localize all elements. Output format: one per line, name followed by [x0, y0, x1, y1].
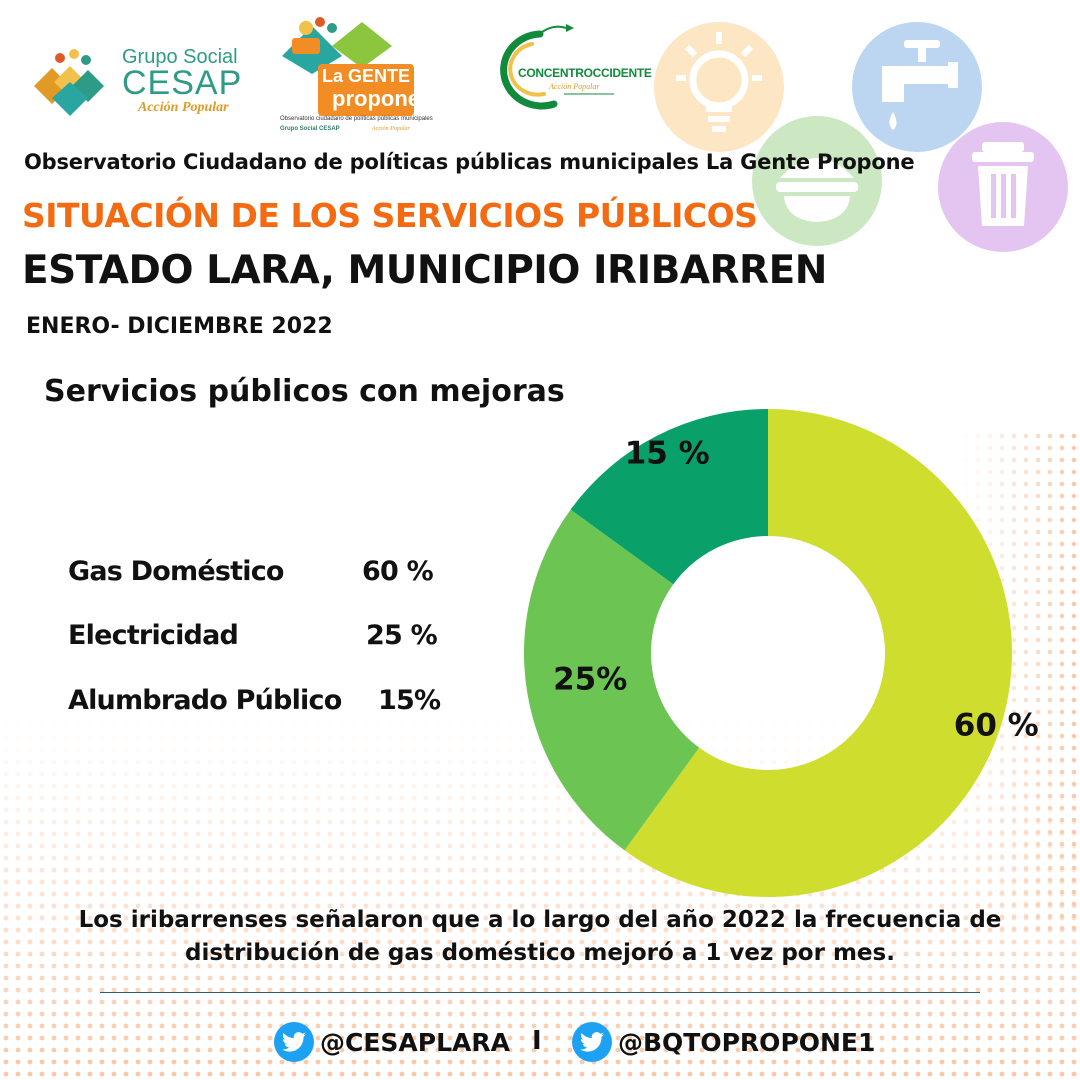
cesap-logo-line2: CESAP	[122, 64, 243, 102]
situacion-heading: SITUACIÓN DE LOS SERVICIOS PÚBLICOS	[22, 196, 758, 235]
concentroccidente-logo: CONCENTROCCIDENTE Acción Popular	[494, 22, 652, 112]
divider-line	[100, 992, 980, 993]
la-gente-propone-box	[318, 64, 414, 116]
legend-label-gas: Gas Doméstico	[68, 556, 284, 587]
twitter-icon	[572, 1022, 612, 1062]
la-gente-propone-tagline: Acción Popular	[372, 126, 410, 132]
twitter-handle-bqtopropone: @BQTOPROPONE1	[618, 1028, 876, 1057]
observatorio-title: Observatorio Ciudadano de políticas públ…	[24, 150, 915, 174]
cesap-logo-line3: Acción Popular	[138, 100, 229, 115]
legend-value-alumbrado: 15%	[378, 685, 441, 716]
twitter-handle-cesaplara: @CESAPLARA	[320, 1028, 510, 1057]
la-gente-propone-group: Grupo Social CESAP	[280, 126, 340, 132]
cesap-logo: Grupo Social CESAP Acción Popular	[30, 38, 241, 123]
lightbulb-icon	[654, 22, 784, 152]
twitter-icon	[274, 1022, 314, 1062]
chart-title: Servicios públicos con mejoras	[44, 374, 565, 409]
trash-can-icon	[938, 122, 1068, 252]
cesap-logo-line1: Grupo Social	[122, 46, 238, 68]
social-separator: I	[532, 1026, 542, 1056]
legend-value-electricidad: 25 %	[366, 620, 438, 651]
conclusion-text: Los iribarrenses señalaron que a lo larg…	[78, 907, 1002, 966]
food-pot-icon	[752, 116, 882, 246]
period-label: ENERO- DICIEMBRE 2022	[26, 314, 333, 339]
la-gente-propone-caption: Observatorio ciudadano de políticas públ…	[280, 116, 433, 122]
concentroccidente-name: CONCENTROCCIDENTE	[518, 66, 652, 80]
concentroccidente-logo-mark	[500, 24, 614, 110]
la-gente-propone-line1: La GENTE	[322, 66, 411, 86]
slice-label-electricidad: 25%	[553, 662, 627, 698]
legend-label-alumbrado: Alumbrado Público	[68, 685, 342, 716]
slice-label-alumbrado-publico: 15 %	[625, 436, 710, 472]
slice-electricidad	[524, 509, 700, 851]
legend-label-electricidad: Electricidad	[68, 620, 239, 651]
concentroccidente-tagline: Acción Popular	[549, 82, 600, 91]
la-gente-propone-logo-mark	[282, 17, 392, 74]
la-gente-propone-line2: propone	[332, 86, 420, 111]
estado-heading: ESTADO LARA, MUNICIPIO IRIBARREN	[22, 248, 827, 293]
slice-label-gas-domestico: 60 %	[954, 708, 1039, 744]
slice-gas-domestico	[624, 409, 1013, 897]
cesap-logo-mark	[34, 49, 104, 116]
slice-alumbrado-publico	[570, 409, 768, 585]
legend-value-gas: 60 %	[362, 556, 434, 587]
la-gente-propone-logo: La GENTE propone Observatorio ciudadano …	[272, 16, 433, 132]
water-tap-icon	[852, 22, 982, 152]
donut-chart: 60 % 25% 15 %	[524, 409, 1039, 897]
